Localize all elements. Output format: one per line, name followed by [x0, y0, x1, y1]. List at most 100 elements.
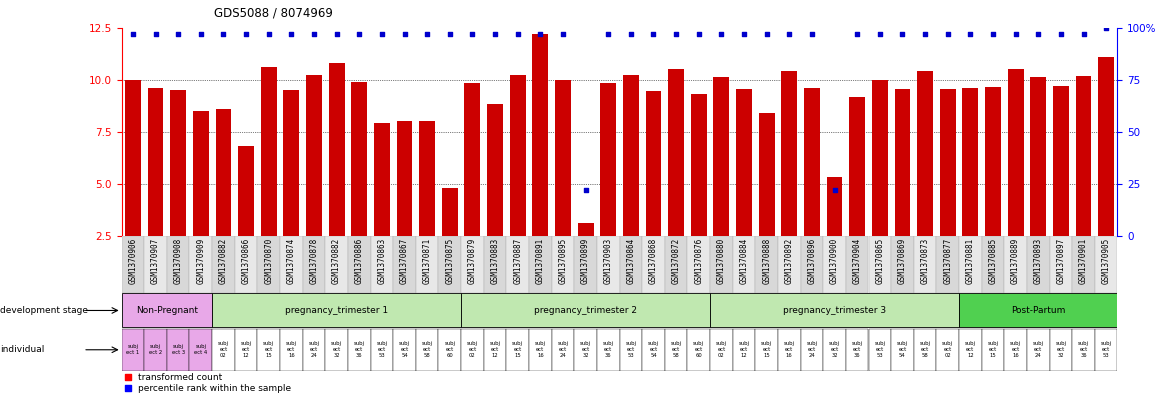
Point — [532, 31, 550, 37]
Text: GSM1370893: GSM1370893 — [1034, 237, 1042, 284]
Text: subj
ect
12: subj ect 12 — [739, 342, 749, 358]
Point — [191, 31, 210, 37]
Text: subj
ect
02: subj ect 02 — [716, 342, 727, 358]
Bar — [442, 188, 457, 236]
Bar — [325, 236, 347, 293]
Text: GSM1370888: GSM1370888 — [762, 237, 771, 284]
Text: transformed count: transformed count — [138, 373, 222, 382]
Point — [961, 31, 980, 37]
Bar — [982, 329, 1004, 371]
Bar — [147, 88, 163, 236]
Text: GSM1370886: GSM1370886 — [354, 237, 364, 284]
Text: subj
ect
24: subj ect 24 — [308, 342, 320, 358]
Text: GSM1370882: GSM1370882 — [332, 237, 342, 284]
Bar — [937, 236, 959, 293]
Bar — [733, 236, 755, 293]
Text: percentile rank within the sample: percentile rank within the sample — [138, 384, 291, 393]
Bar — [688, 329, 710, 371]
Point — [508, 31, 527, 37]
Text: GSM1370870: GSM1370870 — [264, 237, 273, 284]
Bar — [940, 89, 955, 236]
Point — [1006, 31, 1025, 37]
Bar — [302, 236, 325, 293]
Text: GSM1370877: GSM1370877 — [944, 237, 952, 284]
Bar — [551, 236, 574, 293]
Bar — [804, 88, 820, 236]
Bar — [894, 89, 910, 236]
Bar — [868, 236, 892, 293]
Bar — [125, 79, 141, 236]
Bar — [1027, 329, 1049, 371]
Bar — [212, 329, 235, 371]
Bar — [665, 236, 688, 293]
Bar — [193, 111, 208, 236]
Text: GSM1370868: GSM1370868 — [648, 237, 658, 284]
Bar — [578, 223, 594, 236]
Text: subj
ect
36: subj ect 36 — [602, 342, 614, 358]
Bar — [533, 34, 548, 236]
Text: subj
ect
16: subj ect 16 — [286, 342, 296, 358]
Bar — [461, 294, 710, 327]
Bar — [506, 329, 529, 371]
Text: GSM1370892: GSM1370892 — [785, 237, 793, 284]
Text: GSM1370889: GSM1370889 — [1011, 237, 1020, 284]
Bar — [261, 67, 277, 236]
Bar — [461, 236, 484, 293]
Point — [916, 31, 935, 37]
Text: GSM1370873: GSM1370873 — [921, 237, 930, 284]
Text: pregnancy_trimester 3: pregnancy_trimester 3 — [783, 306, 886, 315]
Bar — [1049, 236, 1072, 293]
Text: subj
ect
32: subj ect 32 — [331, 342, 342, 358]
Bar — [778, 329, 800, 371]
Text: GSM1370880: GSM1370880 — [717, 237, 726, 284]
Text: GSM1370900: GSM1370900 — [830, 237, 840, 284]
Bar — [643, 329, 665, 371]
Bar — [190, 236, 212, 293]
Point — [599, 31, 617, 37]
Bar — [1053, 86, 1069, 236]
Bar — [212, 236, 235, 293]
Text: subj
ect 2: subj ect 2 — [149, 344, 162, 355]
Bar — [374, 123, 390, 236]
Bar — [959, 329, 982, 371]
Bar — [914, 329, 937, 371]
Bar — [959, 294, 1117, 327]
Bar — [416, 329, 439, 371]
Bar — [325, 329, 347, 371]
Point — [644, 31, 662, 37]
Bar — [758, 113, 775, 236]
Text: GSM1370907: GSM1370907 — [151, 237, 160, 284]
Point — [371, 336, 389, 342]
Point — [1075, 31, 1093, 37]
Bar — [782, 71, 797, 236]
Text: GSM1370869: GSM1370869 — [897, 237, 907, 284]
Text: subj
ect
36: subj ect 36 — [1078, 342, 1089, 358]
Point — [802, 31, 821, 37]
Point — [236, 31, 255, 37]
Text: GSM1370901: GSM1370901 — [1079, 237, 1089, 284]
Bar — [574, 236, 596, 293]
Bar — [371, 329, 394, 371]
Bar — [529, 236, 551, 293]
Bar — [691, 94, 706, 236]
Bar — [982, 236, 1004, 293]
Bar — [190, 329, 212, 371]
Bar — [488, 103, 503, 236]
Point — [735, 31, 754, 37]
Point — [577, 187, 595, 193]
Bar — [235, 329, 257, 371]
Text: subj
ect
53: subj ect 53 — [376, 342, 388, 358]
Point — [350, 31, 368, 37]
Text: subj
ect
12: subj ect 12 — [965, 342, 976, 358]
Bar — [600, 83, 616, 236]
Text: GSM1370904: GSM1370904 — [852, 237, 862, 284]
Text: subj
ect
54: subj ect 54 — [897, 342, 908, 358]
Text: subj
ect
02: subj ect 02 — [943, 342, 953, 358]
Bar — [394, 236, 416, 293]
Bar — [849, 97, 865, 236]
Text: subj
ect 1: subj ect 1 — [126, 344, 139, 355]
Point — [757, 31, 776, 37]
Text: subj
ect
02: subj ect 02 — [467, 342, 478, 358]
Bar — [962, 88, 979, 236]
Point — [373, 31, 391, 37]
